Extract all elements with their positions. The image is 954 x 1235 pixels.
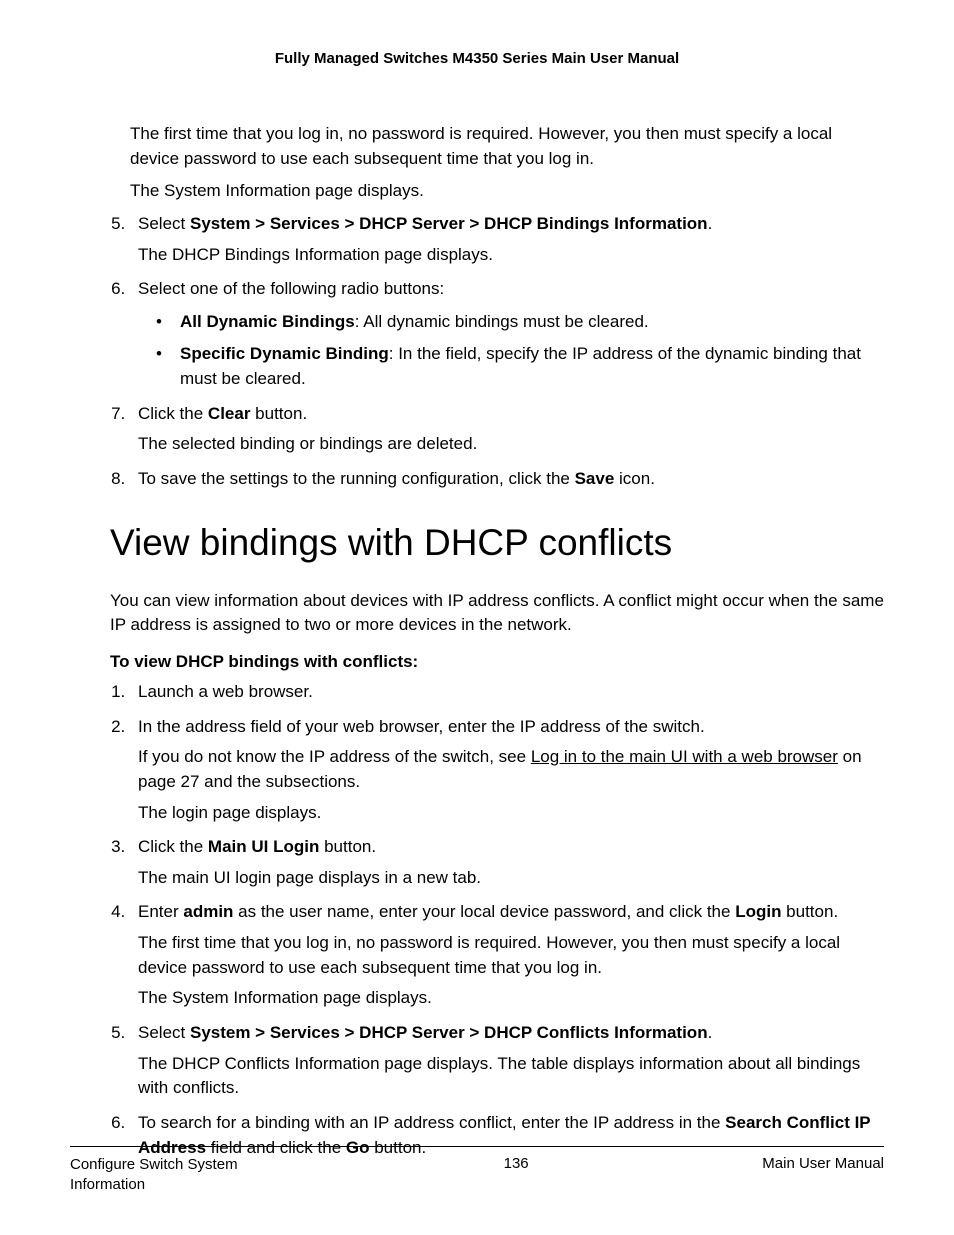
procedure-title: To view DHCP bindings with conflicts: [110, 652, 884, 672]
bullet-item: All Dynamic Bindings: All dynamic bindin… [138, 310, 884, 335]
list-item: Select one of the following radio button… [130, 277, 884, 392]
page-number: 136 [504, 1155, 529, 1196]
page-footer: Configure Switch System Information 136 … [70, 1146, 884, 1196]
list-subtext: The System Information page displays. [138, 986, 884, 1011]
bullet-item: Specific Dynamic Binding: In the field, … [138, 342, 884, 391]
section-heading: View bindings with DHCP conflicts [110, 522, 884, 564]
cross-reference-link[interactable]: Log in to the main UI with a web browser [531, 747, 838, 766]
list-item: Enter admin as the user name, enter your… [130, 900, 884, 1011]
body-paragraph: The System Information page displays. [130, 179, 884, 204]
list-item: In the address field of your web browser… [130, 715, 884, 826]
instruction-list: Select System > Services > DHCP Server >… [70, 212, 884, 492]
list-subtext: The login page displays. [138, 801, 884, 826]
list-item: Click the Main UI Login button. The main… [130, 835, 884, 890]
list-item: Select System > Services > DHCP Server >… [130, 212, 884, 267]
list-item: Select System > Services > DHCP Server >… [130, 1021, 884, 1101]
list-subtext: The first time that you log in, no passw… [138, 931, 884, 980]
footer-left: Configure Switch System Information [70, 1155, 270, 1196]
procedure-list: Launch a web browser. In the address fie… [70, 680, 884, 1160]
intro-paragraph: You can view information about devices w… [110, 589, 884, 638]
document-header: Fully Managed Switches M4350 Series Main… [70, 50, 884, 67]
list-item: Click the Clear button. The selected bin… [130, 402, 884, 457]
document-page: Fully Managed Switches M4350 Series Main… [0, 0, 954, 1235]
list-subtext: If you do not know the IP address of the… [138, 745, 884, 794]
list-subtext: The DHCP Conflicts Information page disp… [138, 1052, 884, 1101]
footer-right: Main User Manual [762, 1155, 884, 1196]
list-subtext: The main UI login page displays in a new… [138, 866, 884, 891]
body-paragraph: The first time that you log in, no passw… [130, 122, 884, 171]
list-item: To save the settings to the running conf… [130, 467, 884, 492]
bullet-list: All Dynamic Bindings: All dynamic bindin… [138, 310, 884, 392]
list-subtext: The selected binding or bindings are del… [138, 432, 884, 457]
list-item: Launch a web browser. [130, 680, 884, 705]
list-subtext: The DHCP Bindings Information page displ… [138, 243, 884, 268]
